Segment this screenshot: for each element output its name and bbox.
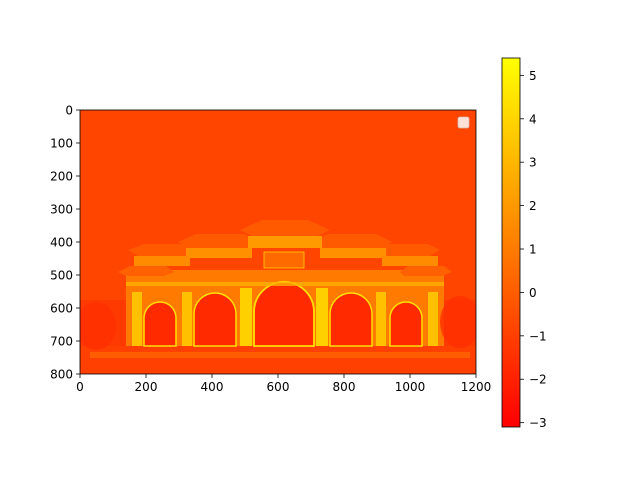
colorbar-tick-label: 3 — [529, 156, 537, 170]
x-axis: 0 200 400 600 800 1000 1200 — [76, 374, 491, 394]
heatmap-image — [80, 110, 476, 374]
y-tick-label: 400 — [50, 236, 73, 250]
gateway-illustration — [80, 220, 476, 374]
colorbar-gradient — [502, 58, 520, 427]
y-tick-label: 100 — [50, 137, 73, 151]
colorbar-tick-label: 4 — [529, 112, 537, 126]
y-tick-label: 0 — [65, 104, 73, 118]
x-tick-label: 600 — [267, 380, 290, 394]
y-tick-label: 200 — [50, 170, 73, 184]
y-tick-label: 600 — [50, 302, 73, 316]
colorbar-tick-label: −3 — [529, 416, 547, 430]
colorbar-tick-label: −1 — [529, 329, 547, 343]
x-tick-label: 800 — [333, 380, 356, 394]
y-tick-label: 800 — [50, 368, 73, 382]
x-tick-label: 200 — [135, 380, 158, 394]
colorbar-tick-label: 0 — [529, 286, 537, 300]
colorbar-tick-label: 1 — [529, 243, 537, 257]
colorbar-frame — [501, 57, 521, 428]
colorbar-tick-label: 5 — [529, 69, 537, 83]
y-axis: 0 100 200 300 400 500 600 700 800 — [50, 104, 80, 382]
x-tick-label: 0 — [76, 380, 84, 394]
x-tick-label: 400 — [201, 380, 224, 394]
y-tick-label: 300 — [50, 203, 73, 217]
y-tick-label: 700 — [50, 335, 73, 349]
colorbar-tick-label: 2 — [529, 199, 537, 213]
colorbar-axis: −3 −2 −1 0 1 2 3 4 5 — [520, 69, 547, 430]
x-tick-label: 1200 — [461, 380, 492, 394]
x-tick-label: 1000 — [395, 380, 426, 394]
legend — [457, 116, 470, 129]
colorbar-tick-label: −2 — [529, 373, 547, 387]
y-tick-label: 500 — [50, 269, 73, 283]
